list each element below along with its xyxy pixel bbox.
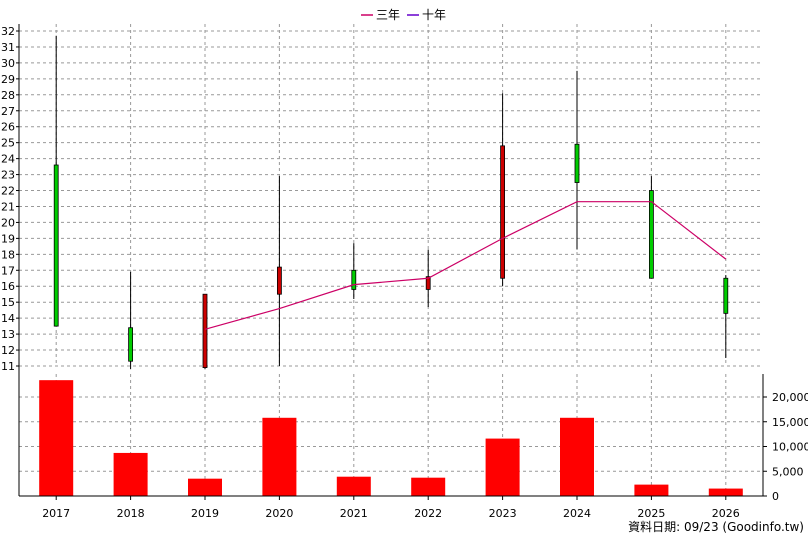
candle-body: [723, 277, 729, 314]
volume-bar: [188, 478, 222, 496]
candle-body: [574, 143, 580, 183]
volume-bar: [634, 484, 669, 496]
x-tick-label: 2025: [637, 507, 665, 520]
candle-body: [351, 269, 357, 290]
data-date-footer: 資料日期: 09/23 (Goodinfo.tw): [628, 520, 804, 534]
x-tick-label: 2017: [42, 507, 70, 520]
price-tick-label: 30: [1, 57, 15, 70]
price-tick-label: 13: [1, 328, 15, 341]
price-tick-label: 14: [1, 312, 15, 325]
volume-bar: [708, 488, 743, 496]
volume-bar: [411, 477, 446, 496]
average-lines: [204, 201, 727, 330]
candle-body: [649, 190, 654, 279]
x-tick-label: 2020: [265, 507, 293, 520]
candle-body: [425, 276, 431, 290]
volume-tick-label: 20,000: [772, 391, 808, 404]
axes: [16, 24, 767, 500]
price-tick-label: 28: [1, 89, 15, 102]
volume-tick-label: 10,000: [772, 441, 808, 454]
price-tick-label: 18: [1, 248, 15, 261]
volume-bar: [485, 438, 520, 496]
x-tick-label: 2024: [563, 507, 591, 520]
candle-body: [500, 145, 506, 279]
volume-tick-label: 0: [772, 490, 779, 503]
average-line-three-year: [204, 201, 727, 330]
price-tick-label: 32: [1, 25, 15, 38]
price-tick-label: 25: [1, 137, 15, 150]
price-tick-label: 17: [1, 264, 15, 277]
price-tick-labels: 11 12 13 14 15 16 17 18 19 20 21 22 23 24 25 26 27 28 29 30…: [1, 25, 15, 373]
x-tick-label: 2019: [191, 507, 219, 520]
volume-bar: [336, 476, 371, 496]
volume-bar: [262, 417, 297, 496]
x-tick-label: 2026: [712, 507, 740, 520]
x-tick-labels: 2017 2018 2019 2020 2021 2022 2023 2024 2025 2026: [42, 507, 740, 520]
price-tick-label: 16: [1, 280, 15, 293]
x-tick-label: 2022: [414, 507, 442, 520]
price-tick-label: 22: [1, 185, 15, 198]
price-tick-label: 23: [1, 169, 15, 182]
candle-body: [53, 164, 59, 327]
volume-tick-label: 5,000: [772, 465, 804, 478]
candles: [53, 35, 729, 370]
price-tick-label: 12: [1, 344, 15, 357]
volume-bar: [560, 417, 594, 496]
candle-body: [128, 327, 134, 362]
candle-body: [202, 293, 208, 368]
price-tick-label: 31: [1, 41, 15, 54]
price-tick-label: 26: [1, 121, 15, 134]
volume-grid: [19, 374, 763, 496]
x-tick-label: 2023: [489, 507, 517, 520]
x-tick-label: 2021: [340, 507, 368, 520]
price-tick-label: 24: [1, 153, 15, 166]
price-tick-label: 15: [1, 296, 15, 309]
price-tick-label: 11: [1, 360, 15, 373]
candle-body: [276, 266, 282, 295]
price-tick-label: 29: [1, 73, 15, 86]
volume-bar: [39, 380, 74, 496]
volume-bar: [113, 452, 148, 496]
volume-bars: [39, 380, 743, 496]
price-tick-label: 19: [1, 232, 15, 245]
price-tick-label: 21: [1, 200, 15, 213]
legend: 三年 十年: [361, 8, 446, 22]
x-tick-label: 2018: [117, 507, 145, 520]
price-tick-label: 27: [1, 105, 15, 118]
legend-label-ten-year: 十年: [422, 8, 446, 22]
price-tick-label: 20: [1, 216, 15, 229]
price-grid: [19, 24, 763, 367]
volume-tick-label: 15,000: [772, 416, 808, 429]
legend-label-three-year: 三年: [376, 8, 400, 22]
volume-tick-labels: 0 5,000 10,000 15,000 20,000: [772, 391, 808, 503]
